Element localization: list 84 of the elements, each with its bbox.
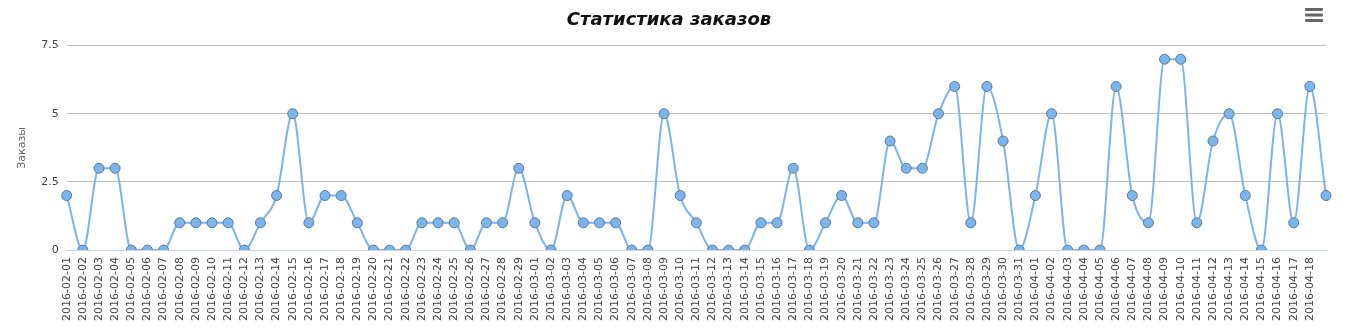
x-tick-label: 2016-03-12 bbox=[705, 257, 719, 322]
x-tick-label: 2016-03-24 bbox=[899, 257, 913, 322]
y-tick-label: 2.5 bbox=[41, 174, 59, 188]
x-tick-label: 2016-03-25 bbox=[915, 257, 929, 322]
x-tick-label: 2016-04-02 bbox=[1044, 257, 1058, 322]
x-tick-label: 2016-03-30 bbox=[995, 257, 1009, 322]
x-tick-label: 2016-03-04 bbox=[576, 257, 590, 322]
x-tick-label: 2016-02-22 bbox=[398, 257, 412, 322]
x-tick-label: 2016-03-08 bbox=[640, 257, 654, 322]
x-tick-label: 2016-04-08 bbox=[1141, 257, 1155, 322]
x-tick-label: 2016-04-07 bbox=[1125, 257, 1139, 322]
x-tick-label: 2016-04-04 bbox=[1076, 257, 1090, 322]
x-tick-label: 2016-04-06 bbox=[1108, 257, 1122, 322]
x-tick-label: 2016-04-01 bbox=[1028, 257, 1042, 322]
x-tick-label: 2016-03-14 bbox=[737, 257, 751, 322]
x-tick-label: 2016-04-18 bbox=[1302, 257, 1316, 322]
x-tick-label: 2016-02-23 bbox=[414, 257, 428, 322]
x-tick-label: 2016-03-13 bbox=[721, 257, 735, 322]
y-tick-label: 0 bbox=[51, 242, 59, 256]
x-tick-label: 2016-03-17 bbox=[786, 257, 800, 322]
x-tick-label: 2016-02-04 bbox=[107, 257, 121, 322]
x-tick-label: 2016-02-02 bbox=[75, 257, 89, 322]
x-tick-label: 2016-03-31 bbox=[1012, 257, 1026, 322]
x-tick-label: 2016-04-14 bbox=[1238, 257, 1252, 322]
x-tick-label: 2016-02-13 bbox=[253, 257, 267, 322]
x-tick-label: 2016-02-05 bbox=[124, 257, 138, 322]
x-tick-label: 2016-03-11 bbox=[689, 257, 703, 322]
x-tick-label: 2016-03-01 bbox=[527, 257, 541, 322]
x-tick-label: 2016-03-21 bbox=[850, 257, 864, 322]
x-tick-label: 2016-03-29 bbox=[979, 257, 993, 322]
x-tick-label: 2016-02-25 bbox=[447, 257, 461, 322]
x-tick-label: 2016-03-22 bbox=[866, 257, 880, 322]
x-tick-label: 2016-03-23 bbox=[882, 257, 896, 322]
x-tick-label: 2016-03-28 bbox=[963, 257, 977, 322]
x-tick-label: 2016-02-03 bbox=[91, 257, 105, 322]
x-tick-label: 2016-02-17 bbox=[317, 257, 331, 322]
x-tick-label: 2016-03-10 bbox=[673, 257, 687, 322]
x-tick-label: 2016-02-07 bbox=[156, 257, 170, 322]
y-tick-label: 7.5 bbox=[41, 38, 59, 52]
x-tick-label: 2016-02-12 bbox=[237, 257, 251, 322]
x-tick-label: 2016-02-28 bbox=[495, 257, 509, 322]
x-tick-label: 2016-03-07 bbox=[624, 257, 638, 322]
x-tick-label: 2016-03-02 bbox=[543, 257, 557, 322]
x-tick-label: 2016-04-17 bbox=[1286, 257, 1300, 322]
x-tick-label: 2016-03-27 bbox=[947, 257, 961, 322]
x-tick-label: 2016-03-26 bbox=[931, 257, 945, 322]
x-tick-label: 2016-04-13 bbox=[1221, 257, 1235, 322]
x-tick-label: 2016-04-05 bbox=[1092, 257, 1106, 322]
x-tick-label: 2016-02-06 bbox=[140, 257, 154, 322]
x-tick-label: 2016-02-08 bbox=[172, 257, 186, 322]
x-tick-label: 2016-02-20 bbox=[366, 257, 380, 322]
x-tick-label: 2016-04-12 bbox=[1205, 257, 1219, 322]
x-tick-label: 2016-04-10 bbox=[1173, 257, 1187, 322]
x-tick-label: 2016-02-19 bbox=[350, 257, 364, 322]
x-tick-label: 2016-02-10 bbox=[204, 257, 218, 322]
x-tick-label: 2016-02-15 bbox=[285, 257, 299, 322]
chart-title: Статистика заказов bbox=[566, 8, 772, 30]
x-tick-label: 2016-03-16 bbox=[769, 257, 783, 322]
x-tick-label: 2016-04-03 bbox=[1060, 257, 1074, 322]
x-tick-label: 2016-02-16 bbox=[301, 257, 315, 322]
x-tick-label: 2016-03-15 bbox=[753, 257, 767, 322]
x-tick-label: 2016-02-01 bbox=[59, 257, 73, 322]
y-tick-label: 5 bbox=[51, 106, 59, 120]
x-tick-label: 2016-03-20 bbox=[834, 257, 848, 322]
x-tick-label: 2016-03-06 bbox=[608, 257, 622, 322]
x-tick-label: 2016-02-24 bbox=[430, 257, 444, 322]
x-tick-label: 2016-04-15 bbox=[1254, 257, 1268, 322]
x-tick-label: 2016-02-14 bbox=[269, 257, 283, 322]
x-tick-label: 2016-03-18 bbox=[802, 257, 816, 322]
x-tick-label: 2016-04-11 bbox=[1189, 257, 1203, 322]
x-tick-label: 2016-02-21 bbox=[382, 257, 396, 322]
x-tick-label: 2016-04-16 bbox=[1270, 257, 1284, 322]
x-tick-label: 2016-03-03 bbox=[560, 257, 574, 322]
x-tick-label: 2016-02-09 bbox=[188, 257, 202, 322]
x-tick-label: 2016-02-29 bbox=[511, 257, 525, 322]
x-tick-label: 2016-02-18 bbox=[334, 257, 348, 322]
x-tick-label: 2016-02-26 bbox=[463, 257, 477, 322]
x-tick-label: 2016-03-09 bbox=[656, 257, 670, 322]
x-tick-label: 2016-03-19 bbox=[818, 257, 832, 322]
x-tick-label: 2016-02-27 bbox=[479, 257, 493, 322]
y-axis-title: Заказы bbox=[15, 126, 29, 169]
x-tick-label: 2016-04-09 bbox=[1157, 257, 1171, 322]
x-tick-label: 2016-02-11 bbox=[221, 257, 234, 322]
x-tick-label: 2016-03-05 bbox=[592, 257, 606, 322]
